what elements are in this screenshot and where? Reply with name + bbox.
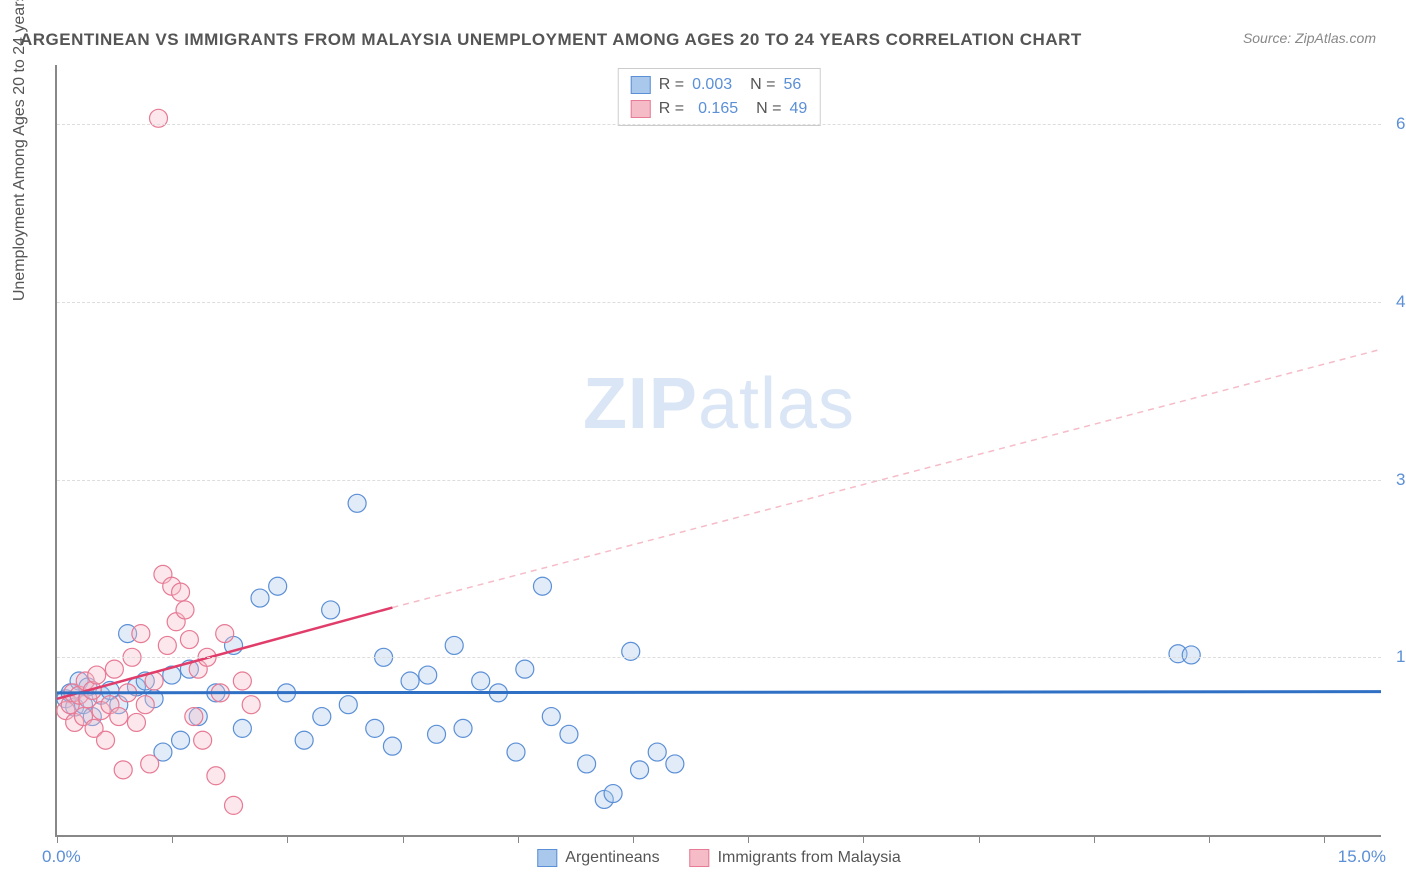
x-axis-min-label: 0.0% — [42, 847, 81, 867]
x-axis-max-label: 15.0% — [1338, 847, 1386, 867]
gridline — [57, 124, 1381, 125]
x-tick — [1324, 835, 1325, 843]
data-point — [295, 731, 313, 749]
data-point — [97, 731, 115, 749]
trend-line — [57, 692, 1381, 693]
legend-swatch-pink — [631, 100, 651, 118]
data-point — [604, 785, 622, 803]
x-tick — [748, 835, 749, 843]
data-point — [383, 737, 401, 755]
x-tick — [403, 835, 404, 843]
legend-stats-row-1: R = 0.165 N = 49 — [631, 97, 808, 121]
data-point — [233, 719, 251, 737]
legend-r-label: R = — [659, 100, 684, 118]
data-point — [648, 743, 666, 761]
data-point — [105, 660, 123, 678]
data-point — [454, 719, 472, 737]
x-tick — [1209, 835, 1210, 843]
data-point — [533, 577, 551, 595]
y-tick-label: 45.0% — [1386, 292, 1406, 312]
data-point — [428, 725, 446, 743]
data-point — [132, 625, 150, 643]
data-point — [516, 660, 534, 678]
data-point — [114, 761, 132, 779]
data-point — [313, 708, 331, 726]
legend-n-label: N = — [750, 76, 775, 94]
source-attribution: Source: ZipAtlas.com — [1243, 30, 1376, 46]
legend-r-value-1: 0.165 — [698, 100, 738, 118]
data-point — [207, 767, 225, 785]
x-tick — [172, 835, 173, 843]
data-point — [110, 708, 128, 726]
data-point — [560, 725, 578, 743]
legend-series-item-1: Immigrants from Malaysia — [690, 849, 901, 867]
legend-stats-row-0: R = 0.003 N = 56 — [631, 73, 808, 97]
data-point — [348, 494, 366, 512]
legend-series-label-0: Argentineans — [565, 849, 659, 867]
data-point — [269, 577, 287, 595]
data-point — [1182, 646, 1200, 664]
legend-n-value-1: 49 — [789, 100, 807, 118]
data-point — [401, 672, 419, 690]
scatter-svg — [57, 65, 1381, 835]
data-point — [251, 589, 269, 607]
legend-series-label-1: Immigrants from Malaysia — [718, 849, 901, 867]
x-tick — [979, 835, 980, 843]
data-point — [194, 731, 212, 749]
legend-r-label: R = — [659, 76, 684, 94]
data-point — [542, 708, 560, 726]
x-tick — [287, 835, 288, 843]
data-point — [233, 672, 251, 690]
legend-stats: R = 0.003 N = 56 R = 0.165 N = 49 — [618, 68, 821, 126]
y-tick-label: 60.0% — [1386, 114, 1406, 134]
legend-swatch-pink-icon — [690, 849, 710, 867]
data-point — [445, 636, 463, 654]
data-point — [631, 761, 649, 779]
data-point — [507, 743, 525, 761]
data-point — [216, 625, 234, 643]
data-point — [225, 796, 243, 814]
legend-n-label: N = — [756, 100, 781, 118]
data-point — [141, 755, 159, 773]
data-point — [339, 696, 357, 714]
legend-series-item-0: Argentineans — [537, 849, 659, 867]
data-point — [666, 755, 684, 773]
data-point — [472, 672, 490, 690]
gridline — [57, 657, 1381, 658]
legend-series: Argentineans Immigrants from Malaysia — [537, 849, 900, 867]
x-tick — [1094, 835, 1095, 843]
x-tick — [518, 835, 519, 843]
data-point — [242, 696, 260, 714]
data-point — [419, 666, 437, 684]
x-tick — [57, 835, 58, 843]
chart-container: ARGENTINEAN VS IMMIGRANTS FROM MALAYSIA … — [0, 0, 1406, 892]
data-point — [136, 696, 154, 714]
plot-area: ZIPatlas R = 0.003 N = 56 R = 0.165 N = … — [55, 65, 1381, 837]
data-point — [158, 636, 176, 654]
gridline — [57, 480, 1381, 481]
x-tick — [863, 835, 864, 843]
data-point — [366, 719, 384, 737]
trend-line — [392, 349, 1381, 607]
legend-r-value-0: 0.003 — [692, 76, 732, 94]
data-point — [578, 755, 596, 773]
chart-title: ARGENTINEAN VS IMMIGRANTS FROM MALAYSIA … — [20, 30, 1082, 50]
gridline — [57, 302, 1381, 303]
data-point — [322, 601, 340, 619]
data-point — [176, 601, 194, 619]
y-tick-label: 15.0% — [1386, 647, 1406, 667]
data-point — [88, 666, 106, 684]
legend-swatch-blue — [631, 76, 651, 94]
data-point — [180, 631, 198, 649]
legend-swatch-blue-icon — [537, 849, 557, 867]
y-axis-label: Unemployment Among Ages 20 to 24 years — [11, 0, 29, 301]
data-point — [172, 583, 190, 601]
data-point — [185, 708, 203, 726]
y-tick-label: 30.0% — [1386, 470, 1406, 490]
data-point — [127, 713, 145, 731]
legend-n-value-0: 56 — [783, 76, 801, 94]
data-point — [172, 731, 190, 749]
x-tick — [633, 835, 634, 843]
